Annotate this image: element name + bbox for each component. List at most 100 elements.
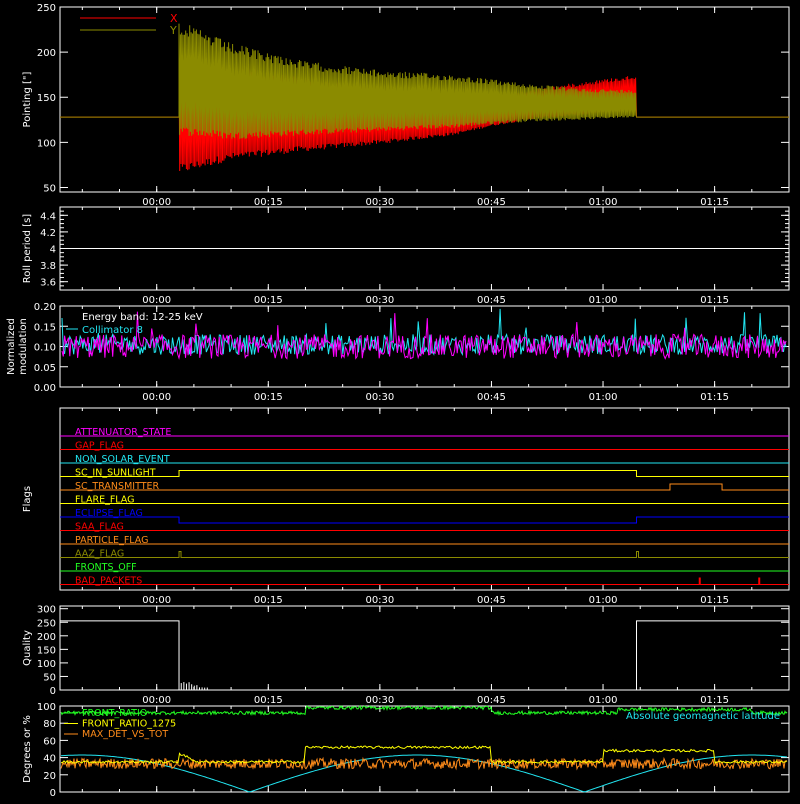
y-tick-label: 250 [37, 3, 56, 14]
x-tick-label: 00:15 [254, 392, 283, 403]
y-tick-label: 4 [50, 245, 56, 256]
geomagnetic-latitude-annotation: Absolute geomagnetic latitude [626, 711, 780, 722]
flag-label-non_solar_event: NON_SOLAR_EVENT [75, 454, 170, 465]
y-tick-label: 50 [43, 183, 56, 194]
y-tick-label: 0 [50, 788, 56, 799]
y-tick-label: 20 [43, 771, 56, 782]
flag-label-sc_in_sunlight: SC_IN_SUNLIGHT [75, 468, 156, 479]
x-tick-label: 00:15 [254, 295, 283, 306]
y-tick-label: 150 [37, 93, 56, 104]
panel-flags: 00:00 00:15 00:30 00:45 01:00 01:15 Flags ATTEN… [22, 407, 790, 606]
x-tick-label: 01:15 [700, 695, 729, 706]
panel-frame [59, 6, 790, 193]
flag-label-eclipse_flag: ECLIPSE_FLAG [75, 508, 143, 519]
panel-frame [59, 705, 790, 793]
flag-label-aaz_flag: AAZ_FLAG [75, 549, 124, 560]
panel-pointing: 00:00 00:15 00:30 00:45 01:00 01:15 50 100 150 20… [22, 3, 790, 208]
y-tick-label: 0 [50, 686, 56, 697]
x-tick-label: 00:00 [142, 595, 171, 606]
x-tick-label: 00:45 [477, 197, 506, 208]
x-tick-label: 01:00 [589, 295, 618, 306]
y-tick-label: 0.00 [34, 383, 56, 394]
x-tick-label: 00:45 [477, 695, 506, 706]
panel-frame [59, 407, 790, 591]
y-tick-label: 0.05 [34, 363, 56, 374]
y-tick-label: 250 [37, 618, 56, 629]
y-tick-label: 0.10 [34, 343, 56, 354]
x-tick-label: 01:00 [589, 695, 618, 706]
series-y-line [60, 23, 789, 139]
flag-label-particle_flag: PARTICLE_FLAG [75, 535, 148, 546]
panel-roll: 00:00 00:15 00:30 00:45 01:00 01:15 3.6 3.8 4 4.2… [22, 206, 790, 306]
y-tick-label: 100 [37, 659, 56, 670]
series-front-ratio-1275-line [60, 745, 788, 765]
y-tick-label: 200 [37, 632, 56, 643]
y-tick-label: 50 [43, 672, 56, 683]
flag-line-sc_in_sunlight [60, 470, 789, 477]
collimator-annotation: Collimator 8 [82, 325, 143, 336]
y-axis-label-line-1: Normalized [6, 318, 17, 375]
y-tick-label: 100 [37, 702, 56, 713]
y-axis-label: Quality [22, 630, 33, 666]
quality-line [60, 620, 789, 691]
y-tick-label: 80 [43, 719, 56, 730]
modulation-series-1 [61, 311, 787, 361]
x-tick-label: 00:15 [254, 695, 283, 706]
y-tick-label: 300 [37, 605, 56, 616]
x-tick-label: 01:15 [700, 295, 729, 306]
x-tick-label: 00:30 [365, 595, 394, 606]
y-axis-label-line-2: modulation [18, 318, 29, 375]
x-tick-label: 00:15 [254, 197, 283, 208]
x-tick-label: 00:30 [365, 392, 394, 403]
panel-frame [59, 605, 790, 691]
energy-band-annotation: Energy band: 12-25 keV [82, 312, 203, 323]
x-tick-label: 01:15 [700, 392, 729, 403]
y-tick-label: 0.20 [34, 302, 56, 313]
x-tick-label: 00:00 [142, 392, 171, 403]
y-tick-label: 3.6 [40, 278, 56, 289]
flag-label-attenuator_state: ATTENUATOR_STATE [75, 427, 171, 438]
panel-ratios: 0 20 40 60 80 100 Degrees or % FRONT_RATIOFRONT… [22, 702, 790, 799]
x-tick-label: 01:15 [700, 197, 729, 208]
x-tick-label: 00:00 [142, 295, 171, 306]
x-tick-label: 00:00 [142, 695, 171, 706]
legend-label-y: Y [169, 24, 177, 37]
y-tick-label: 60 [43, 736, 56, 747]
y-axis-label: Pointing ["] [22, 71, 33, 127]
flag-label-sc_transmitter: SC_TRANSMITTER [75, 481, 160, 492]
flag-label-fronts_off: FRONTS_OFF [75, 562, 137, 573]
y-tick-label: 150 [37, 645, 56, 656]
x-tick-label: 00:45 [477, 595, 506, 606]
legend-label-front_ratio: FRONT_RATIO [82, 708, 147, 719]
x-tick-label: 00:45 [477, 392, 506, 403]
y-tick-label: 0.15 [34, 322, 56, 333]
legend-label-x: X [170, 12, 178, 25]
flag-line-sc_transmitter [60, 483, 789, 491]
series-max-det-vs-tot-line [60, 756, 788, 771]
y-tick-label: 3.8 [40, 261, 56, 272]
x-tick-label: 00:30 [365, 695, 394, 706]
flag-label-saa_flag: SAA_FLAG [75, 522, 124, 533]
x-tick-label: 00:45 [477, 295, 506, 306]
legend-label-max_det_vs_tot: MAX_DET_VS_TOT [82, 729, 168, 740]
flag-label-gap_flag: GAP_FLAG [75, 441, 124, 452]
x-tick-label: 00:30 [365, 197, 394, 208]
y-axis-label: Roll period [s] [22, 214, 33, 283]
x-tick-label: 01:00 [589, 595, 618, 606]
y-axis-label: Flags [22, 486, 33, 512]
series-geomagnetic-latitude-line [60, 754, 788, 793]
y-axis-label: Degrees or % [22, 715, 33, 783]
flag-label-flare_flag: FLARE_FLAG [75, 495, 135, 506]
y-tick-label: 100 [37, 138, 56, 149]
legend-label-front_ratio_1275: FRONT_RATIO_1275 [82, 719, 176, 730]
panel-quality: 00:00 00:15 00:30 00:45 01:00 01:15 0 50 100 150 2… [22, 605, 790, 706]
y-tick-label: 4.2 [40, 228, 56, 239]
flag-line-eclipse_flag [60, 516, 789, 524]
x-tick-label: 01:00 [589, 392, 618, 403]
flag-line-aaz_flag [60, 551, 789, 558]
x-tick-label: 01:00 [589, 197, 618, 208]
x-tick-label: 01:15 [700, 595, 729, 606]
y-tick-label: 4.4 [40, 211, 56, 222]
x-tick-label: 00:00 [142, 197, 171, 208]
